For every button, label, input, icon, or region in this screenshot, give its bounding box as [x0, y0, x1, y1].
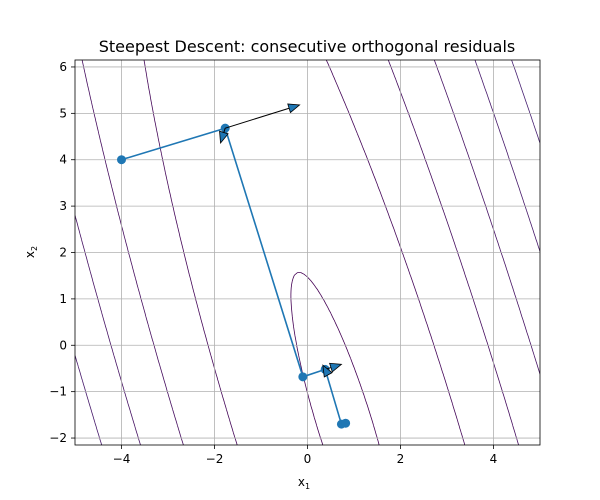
iterate-point: [117, 155, 126, 165]
y-tick-label: 0: [59, 338, 67, 352]
y-tick-label: 3: [59, 199, 67, 213]
y-tick-label: 2: [59, 246, 67, 260]
tick-layer: −4 −2 0 2 4 −2 −1 0 1 2 3 4 5 6: [49, 60, 497, 466]
x-tick-label: 4: [490, 452, 498, 466]
iterate-point: [341, 418, 351, 428]
contour-line: [81, 60, 519, 445]
y-axis-label-subscript: 2: [30, 246, 39, 251]
residual-arrow-shaft: [225, 107, 290, 129]
x-tick-label: −2: [206, 452, 224, 466]
grid-layer: [75, 60, 540, 445]
x-tick-label: −4: [113, 452, 131, 466]
y-tick-label: −1: [49, 385, 67, 399]
chart-title: Steepest Descent: consecutive orthogonal…: [99, 37, 516, 56]
residual-arrow-head: [287, 103, 301, 114]
y-tick-label: 1: [59, 292, 67, 306]
y-tick-label: −2: [49, 431, 67, 445]
contour-line: [290, 272, 380, 445]
x-tick-label: 0: [304, 452, 312, 466]
x-axis-label: x1: [298, 475, 310, 491]
contour-line: [511, 60, 540, 144]
y-tick-label: 4: [59, 153, 67, 167]
residual-arrow-head: [329, 362, 343, 373]
residual-arrow-shaft: [223, 128, 226, 133]
y-tick-label: 5: [59, 106, 67, 120]
x-axis-label-subscript: 1: [305, 482, 310, 491]
iterate-point: [298, 372, 308, 382]
y-axis-label-base: x: [23, 251, 37, 258]
x-tick-label: 2: [397, 452, 405, 466]
contour-line: [75, 60, 540, 445]
residual-arrow-layer: [219, 103, 343, 378]
y-axis-label: x2: [23, 246, 39, 258]
residual-arrow-head: [219, 130, 229, 145]
contour-line: [143, 60, 466, 445]
x-axis-label-base: x: [298, 475, 305, 489]
y-tick-label: 6: [59, 60, 67, 74]
residual-arrow-head: [322, 364, 333, 378]
